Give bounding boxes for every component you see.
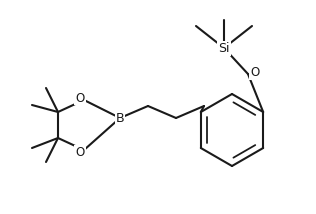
Text: Si: Si — [218, 42, 230, 55]
Text: O: O — [76, 146, 85, 159]
Text: O: O — [250, 67, 260, 79]
Text: O: O — [76, 92, 85, 104]
Text: B: B — [116, 111, 124, 125]
